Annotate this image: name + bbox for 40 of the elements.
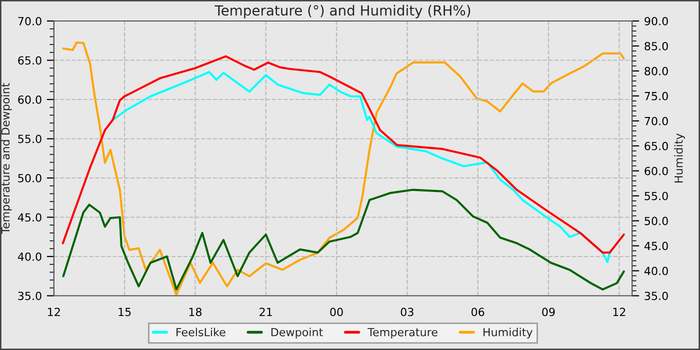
legend-label: Humidity <box>484 328 532 338</box>
y-axis-title: Temperature and Dewpoint <box>1 83 12 234</box>
line-series <box>62 41 625 296</box>
legend-label: Temperature <box>368 328 438 338</box>
x-tick-label: 12 <box>613 308 626 316</box>
x-tick-label: 18 <box>189 308 202 316</box>
x-tick-label: 21 <box>260 308 272 316</box>
chart-title: Temperature (°) and Humidity (RH%) <box>214 4 470 18</box>
x-tick-label: 03 <box>400 308 414 316</box>
y2-tick-label: 85.0 <box>644 42 668 50</box>
y-tick-label: 55.0 <box>18 134 42 144</box>
y-tick-label: 60.0 <box>18 95 42 104</box>
y-tick-label: 45.0 <box>18 213 42 222</box>
y2-tick-label: 45.0 <box>644 242 668 250</box>
line-series <box>62 55 625 254</box>
line-series <box>112 70 611 264</box>
y-tick-label: 35.0 <box>18 292 42 300</box>
y-tick-label: 65.0 <box>18 56 42 65</box>
y2-tick-label: 80.0 <box>644 66 668 76</box>
x-tick-label: 06 <box>472 308 484 316</box>
y2-tick-label: 75.0 <box>644 92 668 100</box>
y2-axis-title: Humidity <box>674 134 685 182</box>
y2-tick-label: 50.0 <box>644 216 668 226</box>
legend-label: FeelsLike <box>176 328 226 336</box>
line-series <box>62 188 625 291</box>
y2-tick-label: 70.0 <box>644 116 668 126</box>
y2-tick-label: 40.0 <box>644 266 668 276</box>
y2-tick-label: 55.0 <box>644 192 668 200</box>
x-tick-label: 12 <box>48 308 60 316</box>
y-tick-label: 50.0 <box>18 174 42 182</box>
y2-tick-label: 90.0 <box>644 16 668 26</box>
y-tick-label: 70.0 <box>18 16 42 26</box>
x-tick-label: 15 <box>118 308 131 316</box>
x-tick-label: 00 <box>330 308 343 316</box>
y2-tick-label: 35.0 <box>644 292 668 300</box>
y-tick-label: 40.0 <box>18 252 42 261</box>
x-tick-label: 09 <box>542 308 555 316</box>
y2-tick-label: 65.0 <box>644 142 668 150</box>
legend-label: Dewpoint <box>271 328 323 338</box>
y2-tick-label: 60.0 <box>644 166 668 176</box>
